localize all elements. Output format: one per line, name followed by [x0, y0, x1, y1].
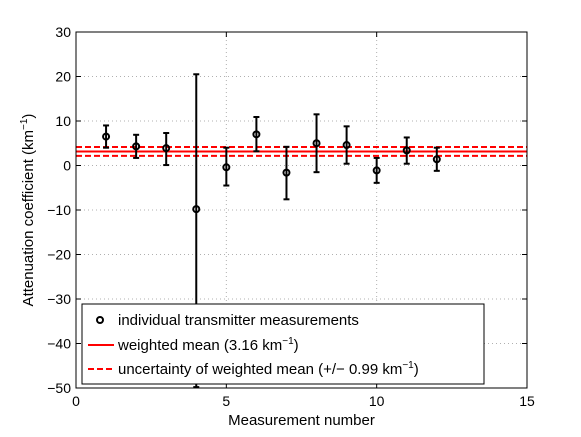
mean-lines — [76, 146, 527, 157]
y-tick-label: 20 — [55, 69, 71, 85]
legend-marker-measurements — [96, 316, 104, 324]
data-point — [432, 155, 441, 164]
legend-label-weighted-mean-sup: −1 — [282, 336, 294, 347]
x-tick-label: 10 — [369, 393, 385, 409]
y-axis-label-end: ) — [20, 114, 37, 119]
legend: individual transmitter measurements weig… — [81, 303, 485, 385]
data-point — [312, 139, 321, 148]
legend-box — [81, 303, 485, 385]
x-tick-label: 15 — [519, 393, 535, 409]
data-point — [282, 168, 291, 177]
data-point — [222, 163, 231, 172]
y-axis-label-sup: −1 — [19, 118, 30, 130]
y-tick-label: 10 — [55, 113, 71, 129]
x-axis-label: Measurement number — [228, 412, 375, 429]
error-bars — [102, 73, 441, 389]
y-tick-label: −50 — [47, 380, 71, 396]
data-point — [102, 132, 111, 141]
legend-label-uncertainty-end: ) — [414, 361, 419, 378]
y-tick-label: 0 — [63, 158, 71, 174]
tick-labels: 0 5 10 15 −50 −40 −30 −20 −10 0 10 20 30 — [47, 24, 535, 409]
data-point — [402, 146, 411, 155]
legend-label-weighted-mean-end: ) — [294, 337, 299, 354]
x-tick-label: 0 — [72, 393, 80, 409]
y-axis-label-main: Attenuation coefficient (km — [20, 130, 37, 306]
legend-label-weighted-mean-main: weighted mean (3.16 km — [117, 337, 282, 354]
data-point — [192, 205, 201, 214]
y-tick-label: −30 — [47, 291, 71, 307]
legend-label-weighted-mean: weighted mean (3.16 km−1) — [117, 336, 299, 354]
x-tick-label: 5 — [222, 393, 230, 409]
axis-ticks — [75, 31, 528, 389]
legend-label-uncertainty: uncertainty of weighted mean (+/− 0.99 k… — [118, 360, 419, 378]
legend-label-uncertainty-main: uncertainty of weighted mean (+/− 0.99 k… — [118, 361, 402, 378]
legend-label-uncertainty-sup: −1 — [402, 360, 414, 371]
data-point — [342, 141, 351, 150]
data-point — [132, 142, 141, 151]
y-tick-label: −20 — [47, 247, 71, 263]
legend-label-measurements: individual transmitter measurements — [118, 312, 359, 329]
data-point — [372, 166, 381, 175]
y-axis-label: Attenuation coefficient (km−1) — [19, 114, 37, 307]
y-tick-label: −40 — [47, 336, 71, 352]
y-tick-label: −10 — [47, 202, 71, 218]
data-point — [162, 144, 171, 153]
y-tick-label: 30 — [55, 24, 71, 40]
data-point — [252, 130, 261, 139]
